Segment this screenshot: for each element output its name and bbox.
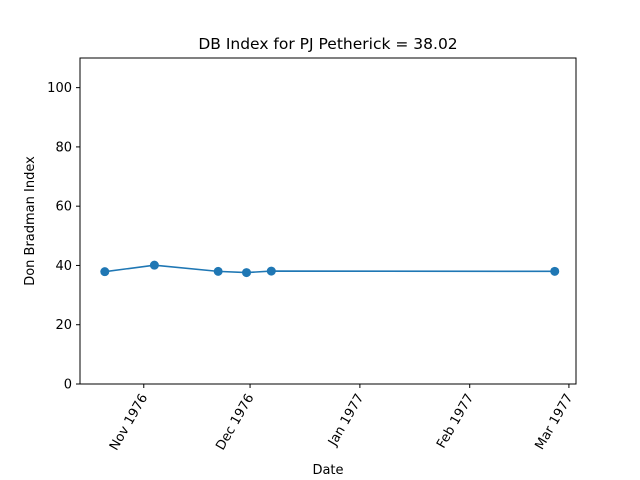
x-tick-label: Nov 1976 [107,392,151,454]
data-point [266,266,276,276]
data-point [100,267,110,277]
series-line [104,264,555,274]
x-tick-label: Feb 1977 [434,392,477,452]
data-point [149,260,159,270]
y-tick-label: 0 [64,378,72,393]
data-point [242,268,252,278]
y-tick-label: 80 [55,140,72,155]
x-tick-label: Dec 1976 [213,392,257,454]
y-tick-label: 20 [55,318,72,333]
data-point [213,266,223,276]
x-axis-title: Date [312,463,343,478]
plot-frame [79,57,577,385]
x-axis: Nov 1976 Dec 1976 Jan 1977 Feb 1977 Mar 1977 [107,384,576,453]
y-axis-title: Don Bradman Index [23,156,38,286]
x-tick-label: Jan 1977 [325,392,367,450]
x-tick-label: Mar 1977 [533,392,577,453]
chart-title: DB Index for PJ Petherick = 38.02 [198,35,457,53]
y-tick-label: 60 [55,200,72,215]
y-tick-label: 40 [55,259,72,274]
plot-area [100,260,560,278]
y-tick-label: 100 [47,81,72,96]
data-point [550,266,560,276]
y-axis: 0 20 40 60 80 100 [47,81,80,393]
